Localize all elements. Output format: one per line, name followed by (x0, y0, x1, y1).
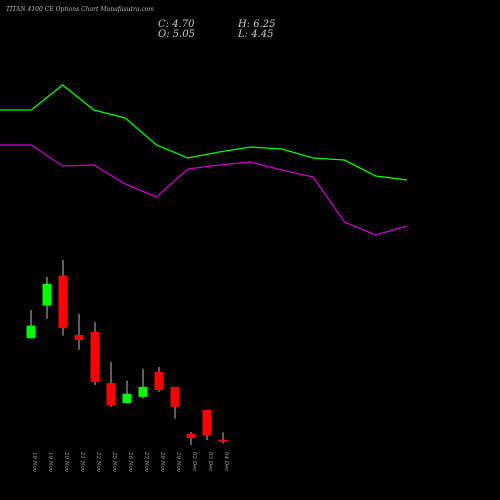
x-tick-label: 26 Nov (127, 451, 133, 473)
x-tick-label: 04 Dec (223, 452, 229, 472)
candle-body (122, 393, 132, 404)
x-tick-label: 19 Nov (47, 452, 53, 473)
x-tick-label: 18 Nov (31, 452, 37, 473)
candle-body (74, 335, 84, 340)
x-tick-label: 02 Dec (191, 452, 197, 472)
candle-body (42, 283, 52, 306)
x-tick-label: 20 Nov (63, 451, 69, 473)
candle-body (90, 331, 100, 382)
candle-body (170, 386, 180, 407)
x-tick-label: 25 Nov (111, 451, 117, 473)
x-tick-label: 21 Nov (79, 451, 85, 473)
x-tick-label: 22 Nov (95, 451, 101, 473)
x-tick-label: 03 Dec (207, 452, 213, 472)
candle-body (26, 325, 36, 339)
indicator-line (0, 84, 408, 181)
candle-body (186, 433, 196, 439)
candle-body (138, 386, 148, 397)
x-tick-label: 27 Nov (143, 451, 149, 473)
close-label: C: 4.70 (158, 19, 195, 30)
candle-body (218, 439, 228, 442)
candle-body (58, 275, 68, 329)
candle-body (154, 371, 164, 390)
low-label: L: 4.45 (237, 29, 273, 40)
open-label: O: 5.05 (158, 29, 195, 40)
candle-body (106, 383, 116, 405)
high-label: H: 6.25 (237, 19, 276, 30)
x-tick-label: 29 Nov (175, 451, 181, 473)
chart-title: TITAN 4100 CE Options Chart Munafasutra.… (6, 6, 154, 13)
indicator-line (0, 144, 408, 236)
candle-body (202, 410, 212, 436)
x-tick-label: 28 Nov (159, 451, 165, 473)
